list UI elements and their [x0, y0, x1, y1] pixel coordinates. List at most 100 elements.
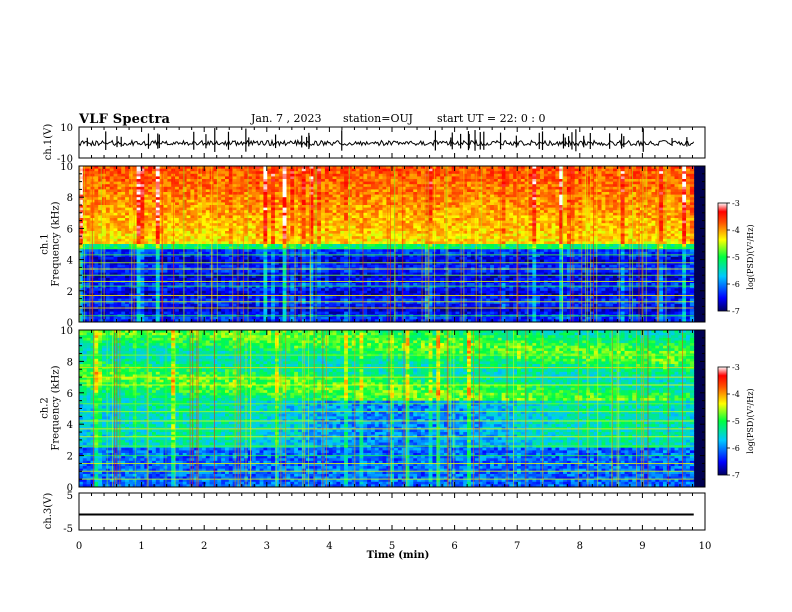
spectrogram-cell	[117, 259, 122, 263]
spectrogram-cell	[213, 303, 218, 307]
spectrogram-cell	[255, 301, 260, 305]
spectrogram-cell	[355, 290, 360, 294]
spectrogram-cell	[205, 192, 211, 195]
spectrogram-cell	[244, 264, 249, 268]
spectrogram-cell	[248, 319, 253, 322]
spectrogram-cell	[382, 285, 387, 289]
spectrogram-cell	[255, 207, 260, 211]
spectrogram-cell	[175, 311, 180, 315]
spectrogram-cell	[286, 173, 291, 177]
spectrogram-cell	[152, 254, 157, 258]
spectrogram-cell	[367, 257, 372, 260]
spectrogram-cell	[298, 288, 303, 292]
spectrogram-cell	[317, 181, 322, 185]
spectrogram-cell	[351, 262, 357, 266]
spectrogram-cell	[267, 199, 272, 203]
spectrogram-cell	[221, 309, 226, 312]
spectrogram-cell	[378, 288, 383, 292]
spectrogram-cell	[382, 166, 387, 169]
spectrogram-cell	[332, 228, 337, 232]
spectrogram-cell	[332, 171, 337, 175]
spectrogram-cell	[351, 285, 357, 289]
spectrogram-cell	[240, 298, 245, 302]
spectrogram-cell	[259, 220, 264, 224]
spectrogram-cell	[94, 210, 99, 214]
spectrogram-cell	[347, 246, 353, 250]
spectrogram-cell	[378, 241, 383, 245]
spectrogram-cell	[182, 179, 187, 182]
spectrogram-cell	[163, 244, 168, 247]
spectrogram-cell	[152, 259, 157, 263]
spectrogram-cell	[355, 244, 360, 247]
spectrogram-cell	[109, 212, 114, 216]
spectrogram-cell	[182, 210, 187, 214]
spectrogram-cell	[259, 199, 264, 203]
spectrogram-cell	[225, 277, 230, 281]
spectrogram-cell	[390, 264, 395, 268]
spectrogram-cell	[194, 249, 199, 253]
spectrogram-cell	[332, 220, 337, 224]
spectrogram-cell	[105, 262, 111, 266]
spectrogram-cell	[328, 309, 333, 312]
spectrogram-cell	[336, 241, 341, 245]
spectrogram-cell	[113, 184, 118, 188]
spectrogram-cell	[294, 173, 299, 177]
spectrogram-cell	[259, 262, 264, 266]
spectrogram-cell	[186, 301, 191, 305]
spectrogram-cell	[221, 173, 226, 177]
spectrogram-cell	[294, 241, 299, 245]
spectrogram-cell	[363, 236, 368, 240]
spectrogram-cell	[182, 184, 187, 188]
spectrogram-cell	[394, 293, 399, 297]
spectrogram-cell	[336, 316, 341, 320]
spectrogram-cell	[178, 176, 184, 180]
spectrogram-cell	[121, 181, 126, 185]
spectrogram-cell	[82, 288, 88, 292]
spectrogram-cell	[240, 192, 245, 195]
spectrogram-cell	[144, 246, 149, 250]
spectrogram-cell	[255, 212, 260, 216]
spectrogram-cell	[274, 285, 280, 289]
spectrogram-cell	[328, 189, 333, 193]
spectrogram-cell	[367, 179, 372, 182]
spectrogram-cell	[244, 225, 249, 229]
spectrogram-cell	[178, 290, 184, 294]
spectrogram-cell	[213, 225, 218, 229]
spectrogram-cell	[305, 293, 310, 297]
spectrogram-cell	[136, 264, 141, 268]
spectrogram-cell	[94, 272, 99, 276]
spectrogram-cell	[355, 238, 360, 242]
spectrogram-cell	[225, 272, 230, 276]
spectrogram-cell	[244, 207, 249, 211]
spectrogram-cell	[286, 301, 291, 305]
spectrogram-cell	[225, 202, 230, 206]
spectrogram-cell	[255, 303, 260, 307]
spectrogram-cell	[109, 285, 114, 289]
spectrogram-cell	[217, 212, 222, 216]
spectrogram-cell	[182, 199, 187, 203]
spectrogram-cell	[282, 212, 287, 216]
spectrogram-cell	[374, 184, 380, 188]
spectrogram-cell	[305, 210, 310, 214]
spectrogram-cell	[225, 194, 230, 198]
spectrogram-cell	[132, 171, 138, 175]
spectrogram-cell	[152, 288, 157, 292]
spectrogram-cell	[163, 202, 168, 206]
spectrogram-cell	[148, 241, 153, 245]
spectrogram-cell	[374, 215, 380, 219]
spectrogram-cell	[136, 270, 141, 273]
spectrogram-cell	[213, 179, 218, 182]
spectrogram-cell	[309, 283, 314, 286]
spectrogram-cell	[198, 244, 203, 247]
spectrogram-cell	[128, 316, 134, 320]
spectrogram-cell	[259, 197, 264, 201]
spectrogram-cell	[313, 241, 318, 245]
spectrogram-cell	[248, 210, 253, 214]
spectrogram-cell	[225, 251, 230, 255]
spectrogram-cell	[109, 296, 114, 299]
spectrogram-cell	[152, 181, 157, 185]
spectrogram-cell	[263, 223, 268, 227]
spectrogram-cell	[128, 225, 134, 229]
spectrogram-cell	[355, 223, 360, 227]
spectrogram-cell	[274, 215, 280, 219]
